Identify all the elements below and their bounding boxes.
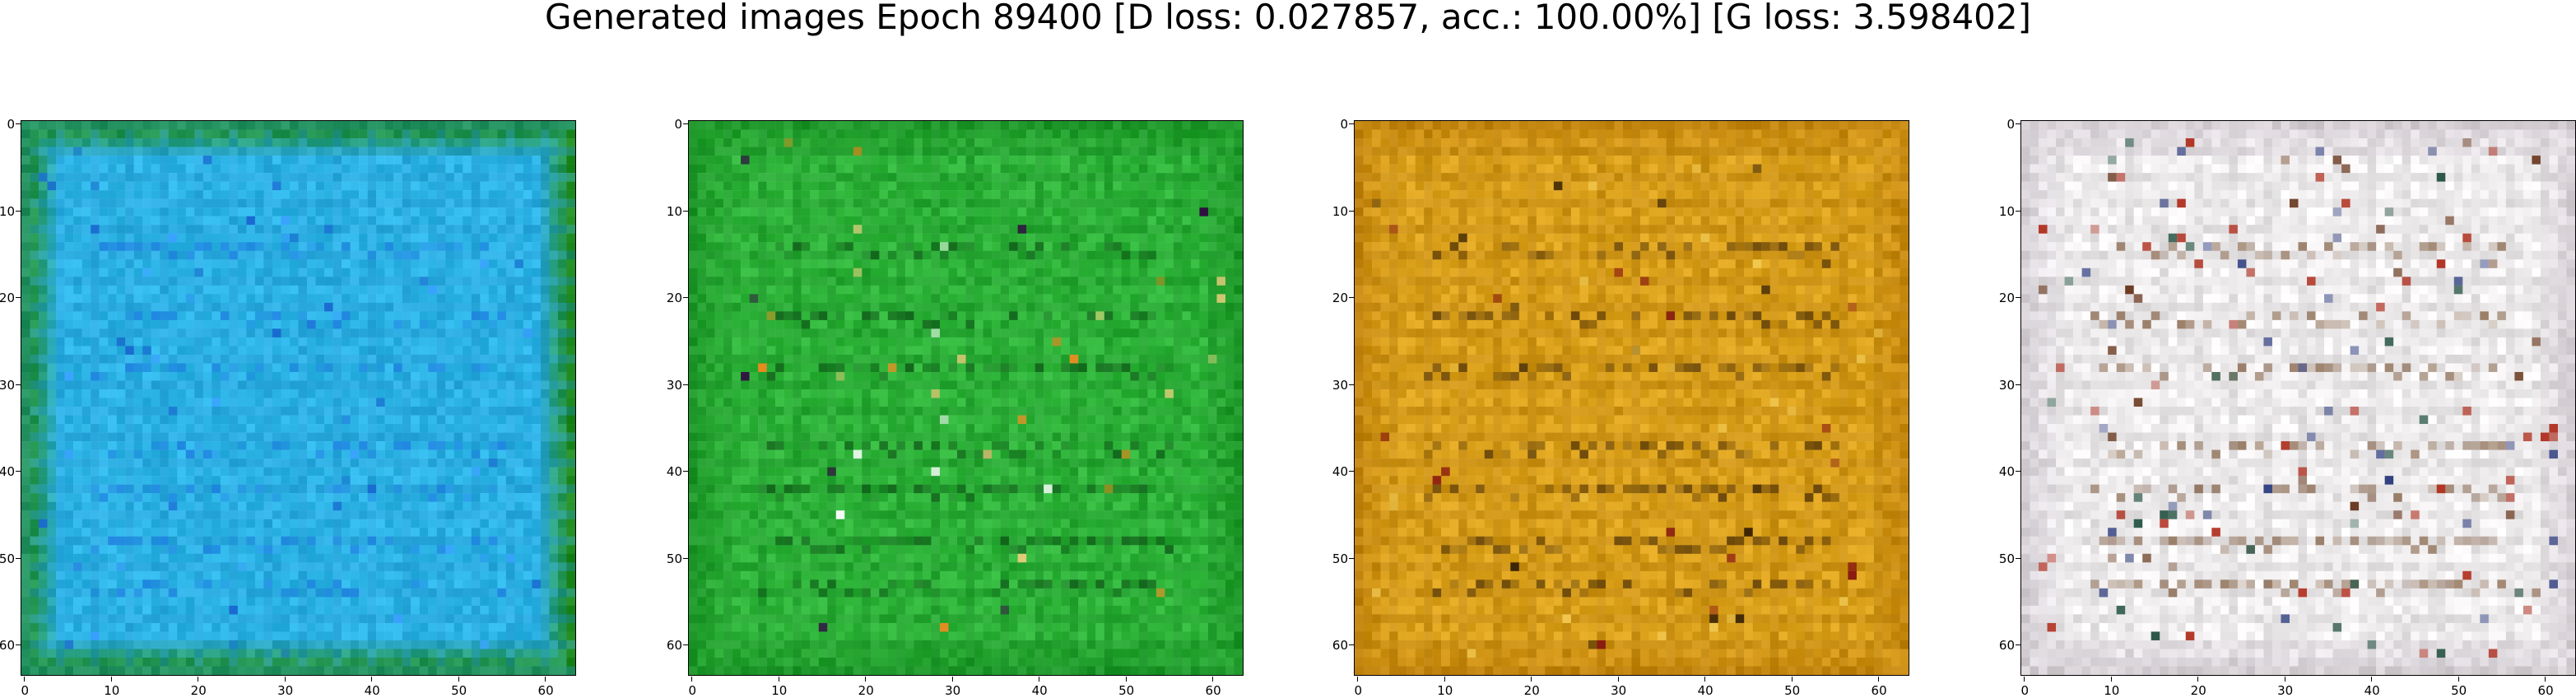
figure-title: Generated images Epoch 89400 [D loss: 0.…: [544, 0, 2032, 37]
y-tick-label: 10: [1332, 203, 1354, 219]
y-tick-label: 0: [1998, 117, 2020, 132]
y-tick-label: 10: [0, 203, 21, 219]
image-frame: [2020, 120, 2576, 676]
x-tick-label: 40: [2360, 677, 2384, 698]
x-tick-label: 50: [447, 677, 472, 698]
y-tick-label: 40: [0, 464, 21, 480]
y-tick-label: 0: [666, 117, 688, 132]
y-tick-label: 60: [666, 638, 688, 654]
image-frame: [1354, 120, 1909, 676]
x-tick-label: 40: [1027, 677, 1052, 698]
y-tick-label: 20: [1332, 291, 1354, 306]
y-tick-label: 40: [1332, 464, 1354, 480]
y-tick-label: 60: [1332, 638, 1354, 654]
x-tick-label: 0: [2012, 677, 2037, 698]
y-tick-label: 50: [666, 551, 688, 566]
y-tick-label: 30: [666, 377, 688, 393]
x-tick-label: 60: [2533, 677, 2558, 698]
generated-image: [21, 121, 575, 675]
x-tick-label: 20: [853, 677, 878, 698]
x-tick-label: 40: [360, 677, 384, 698]
y-tick-label: 0: [1332, 117, 1354, 132]
x-tick-label: 50: [2447, 677, 2471, 698]
x-tick-label: 30: [941, 677, 965, 698]
image-frame: [688, 120, 1244, 676]
x-tick-label: 50: [1114, 677, 1139, 698]
image-panel-2: 0 10 20 30 40 50 60 0 10 20 30 40 50 60: [667, 117, 1244, 698]
x-tick-label: 50: [1780, 677, 1805, 698]
image-panel-1: 0 10 20 30 40 50 60 0 10 20 30 40 50 60: [0, 117, 576, 698]
x-tick-label: 30: [1607, 677, 1631, 698]
y-tick-label: 40: [1998, 464, 2020, 480]
x-tick-label: 0: [12, 677, 37, 698]
x-tick-label: 40: [1693, 677, 1718, 698]
image-panel-3: 0 10 20 30 40 50 60 0 10 20 30 40 50 60: [1332, 117, 1909, 698]
generated-image: [689, 121, 1243, 675]
image-panel-4: 0 10 20 30 40 50 60 0 10 20 30 40 50 60: [1999, 117, 2576, 698]
y-tick-label: 30: [1998, 377, 2020, 393]
image-frame: [21, 120, 576, 676]
y-tick-label: 50: [0, 551, 21, 566]
y-tick-label: 20: [666, 291, 688, 306]
y-tick-label: 40: [666, 464, 688, 480]
x-tick-label: 30: [2273, 677, 2298, 698]
x-tick-label: 60: [1867, 677, 1891, 698]
x-tick-label: 60: [1201, 677, 1225, 698]
x-tick-label: 10: [2099, 677, 2124, 698]
y-tick-label: 0: [0, 117, 21, 132]
x-tick-label: 30: [273, 677, 298, 698]
x-tick-label: 0: [680, 677, 704, 698]
x-tick-label: 10: [1433, 677, 1458, 698]
y-tick-label: 30: [0, 377, 21, 393]
y-tick-label: 60: [0, 638, 21, 654]
x-tick-label: 10: [767, 677, 792, 698]
y-tick-label: 10: [1998, 203, 2020, 219]
x-tick-label: 0: [1346, 677, 1370, 698]
x-tick-label: 20: [186, 677, 211, 698]
y-tick-label: 20: [0, 291, 21, 306]
y-tick-label: 20: [1998, 291, 2020, 306]
generated-image: [1355, 121, 1909, 675]
x-tick-label: 20: [1519, 677, 1544, 698]
y-tick-label: 50: [1332, 551, 1354, 566]
y-tick-label: 10: [666, 203, 688, 219]
y-tick-label: 50: [1998, 551, 2020, 566]
y-tick-label: 60: [1998, 638, 2020, 654]
x-tick-label: 20: [2186, 677, 2211, 698]
y-tick-label: 30: [1332, 377, 1354, 393]
x-tick-label: 60: [533, 677, 558, 698]
generated-image: [2021, 121, 2575, 675]
x-tick-label: 10: [100, 677, 124, 698]
